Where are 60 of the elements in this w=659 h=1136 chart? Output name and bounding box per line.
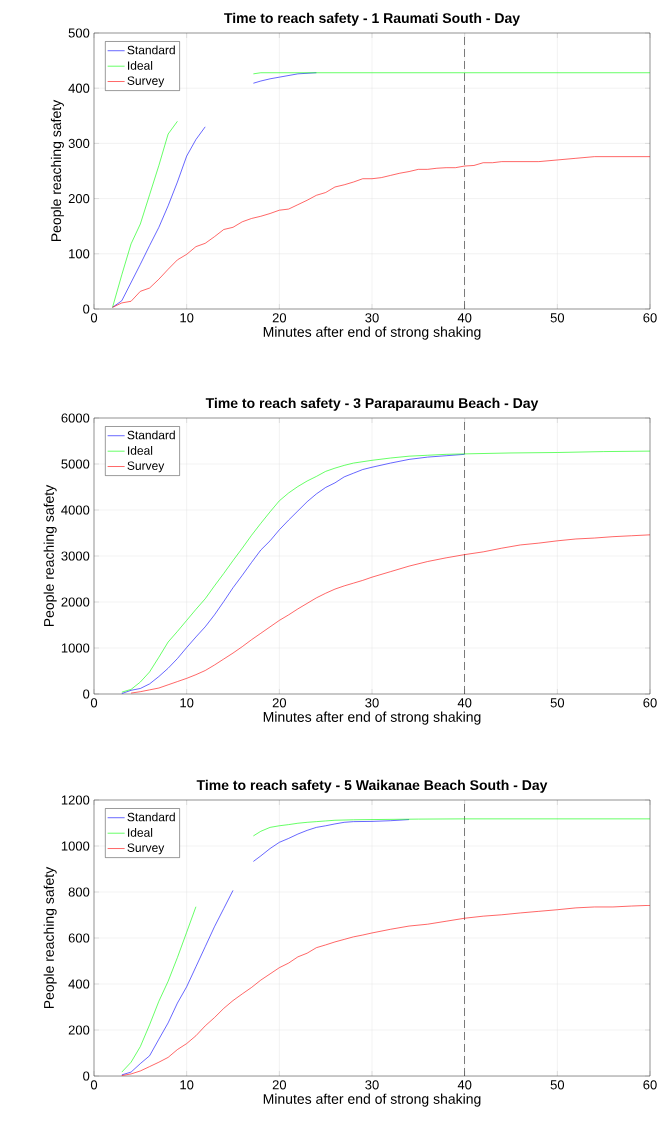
y-tick-label: 0 [83, 304, 90, 314]
x-axis-title: Minutes after end of strong shaking [263, 1093, 481, 1107]
y-tick-label: 1000 [61, 841, 90, 851]
x-tick-label: 30 [365, 1080, 379, 1090]
y-tick-label: 6000 [61, 413, 90, 423]
y-tick-label: 0 [83, 1071, 90, 1081]
legend-label: Survey [127, 76, 165, 88]
y-tick-label: 4000 [61, 505, 90, 515]
x-tick-label: 50 [550, 313, 565, 323]
y-tick-label: 1200 [61, 795, 90, 805]
legend-label: Survey [127, 461, 165, 473]
y-tick-label: 300 [68, 138, 90, 148]
y-tick-label: 100 [69, 249, 90, 259]
x-tick-label: 60 [643, 1080, 657, 1090]
chart-title: Time to reach safety - 3 Paraparaumu Beach - Day [205, 397, 539, 411]
y-tick-label: 800 [68, 887, 90, 897]
legend-label: Survey [127, 843, 165, 855]
y-tick-label: 3000 [61, 551, 90, 561]
x-tick-label: 40 [457, 313, 472, 323]
legend-label: Standard [127, 430, 175, 440]
x-tick-label: 20 [272, 698, 287, 708]
x-axis-title: Minutes after end of strong shaking [263, 711, 481, 725]
x-tick-label: 10 [180, 698, 194, 708]
y-tick-label: 5000 [61, 459, 90, 469]
chart-title: Time to reach safety - 5 Waikanae Beach South - Day [196, 779, 548, 793]
x-tick-label: 40 [457, 698, 472, 708]
y-axis-title: People reaching safety [50, 99, 64, 242]
y-axis-title: People reaching safety [43, 866, 57, 1009]
x-tick-label: 20 [272, 1080, 287, 1090]
y-tick-label: 400 [68, 83, 90, 93]
x-axis-title: Minutes after end of strong shaking [263, 326, 481, 340]
x-tick-label: 50 [550, 1080, 565, 1090]
x-tick-label: 40 [457, 1080, 472, 1090]
legend-label: Ideal [128, 827, 153, 837]
x-tick-label: 60 [643, 313, 657, 323]
y-axis-title: People reaching safety [43, 484, 57, 627]
y-tick-label: 200 [68, 1025, 90, 1035]
y-tick-label: 0 [83, 689, 90, 699]
y-tick-label: 500 [68, 28, 90, 38]
chart-title: Time to reach safety - 1 Raumati South - Day [224, 12, 520, 26]
x-tick-label: 10 [180, 313, 194, 323]
x-tick-label: 0 [90, 698, 98, 708]
x-tick-label: 50 [550, 698, 565, 708]
y-tick-label: 2000 [61, 597, 90, 607]
x-tick-label: 20 [272, 313, 287, 323]
x-tick-label: 60 [643, 698, 657, 708]
legend-label: Standard [127, 45, 175, 55]
y-tick-label: 400 [68, 979, 90, 989]
y-tick-label: 200 [68, 194, 90, 204]
legend-label: Ideal [128, 60, 153, 70]
legend-label: Ideal [128, 445, 153, 455]
y-tick-label: 1000 [61, 643, 90, 653]
line-series [121, 905, 650, 1076]
legend-label: Standard [127, 812, 175, 822]
y-tick-label: 600 [68, 933, 90, 943]
x-tick-label: 0 [90, 1080, 98, 1090]
x-tick-label: 30 [365, 313, 379, 323]
x-tick-label: 10 [180, 1080, 194, 1090]
x-tick-label: 30 [365, 698, 379, 708]
x-tick-label: 0 [90, 313, 98, 323]
